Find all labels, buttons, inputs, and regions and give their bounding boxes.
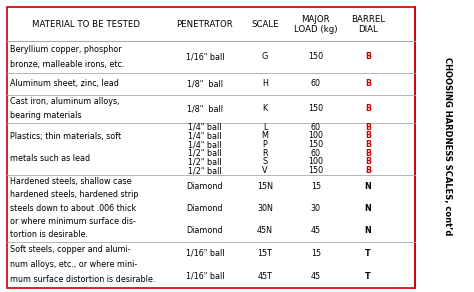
Text: T: T (365, 272, 371, 281)
Text: 150: 150 (308, 166, 323, 175)
Text: H: H (262, 79, 268, 88)
Text: 1/16" ball: 1/16" ball (185, 53, 224, 62)
Text: MATERIAL TO BE TESTED: MATERIAL TO BE TESTED (32, 20, 139, 29)
Text: B: B (365, 157, 371, 166)
Text: hardened steels, hardened strip: hardened steels, hardened strip (10, 190, 138, 199)
Text: P: P (263, 140, 267, 149)
Text: bronze, malleable irons, etc.: bronze, malleable irons, etc. (10, 60, 125, 69)
Text: steels down to about .006 thick: steels down to about .006 thick (10, 204, 136, 213)
Text: 1/2" ball: 1/2" ball (188, 157, 222, 166)
Text: B: B (365, 140, 371, 149)
Text: 1/2" ball: 1/2" ball (188, 149, 222, 158)
Text: bearing materials: bearing materials (10, 112, 82, 120)
Text: PENETRATOR: PENETRATOR (176, 20, 233, 29)
Text: Beryllium copper, phosphor: Beryllium copper, phosphor (10, 45, 121, 54)
Text: Plastics; thin materials, soft: Plastics; thin materials, soft (10, 132, 121, 141)
Text: S: S (263, 157, 267, 166)
Text: 45: 45 (311, 272, 321, 281)
Text: R: R (262, 149, 268, 158)
Text: 1/2" ball: 1/2" ball (188, 166, 222, 175)
Text: 45T: 45T (257, 272, 273, 281)
Text: BARREL
DIAL: BARREL DIAL (351, 15, 385, 34)
Text: 150: 150 (308, 140, 323, 149)
Text: MAJOR
LOAD (kg): MAJOR LOAD (kg) (294, 15, 337, 34)
Text: N: N (365, 204, 371, 213)
Text: 15: 15 (311, 182, 321, 190)
Text: 15: 15 (311, 248, 321, 258)
Text: 1/4" ball: 1/4" ball (188, 123, 221, 132)
Text: 1/8"  ball: 1/8" ball (187, 105, 223, 113)
Text: Aluminum sheet, zinc, lead: Aluminum sheet, zinc, lead (10, 79, 119, 88)
Text: tortion is desirable.: tortion is desirable. (10, 230, 88, 239)
Text: B: B (365, 53, 371, 62)
Text: L: L (263, 123, 267, 132)
Text: N: N (365, 182, 371, 190)
Text: T: T (365, 248, 371, 258)
Text: num alloys, etc., or where mini-: num alloys, etc., or where mini- (10, 260, 137, 269)
Text: Hardened steels, shallow case: Hardened steels, shallow case (10, 177, 132, 186)
Text: N: N (365, 226, 371, 235)
Text: B: B (365, 105, 371, 113)
Text: 60: 60 (311, 149, 321, 158)
Text: B: B (365, 166, 371, 175)
Text: Diamond: Diamond (187, 182, 223, 190)
Text: 1/16" ball: 1/16" ball (185, 272, 224, 281)
Text: Cast iron, aluminum alloys,: Cast iron, aluminum alloys, (10, 97, 119, 106)
Text: 150: 150 (308, 53, 323, 62)
Text: 60: 60 (311, 123, 321, 132)
Text: metals such as lead: metals such as lead (10, 154, 90, 163)
Text: K: K (263, 105, 267, 113)
Text: Diamond: Diamond (187, 204, 223, 213)
Text: 45: 45 (311, 226, 321, 235)
Text: B: B (365, 149, 371, 158)
Text: 100: 100 (309, 157, 323, 166)
Text: M: M (262, 131, 268, 140)
Text: B: B (365, 131, 371, 140)
Text: CHOOSING HARDNESS SCALES, cont’d: CHOOSING HARDNESS SCALES, cont’d (444, 57, 452, 235)
Bar (7, 7, 415, 288)
Text: 1/8"  ball: 1/8" ball (187, 79, 223, 88)
Text: 30: 30 (311, 204, 321, 213)
Text: 150: 150 (308, 105, 323, 113)
Text: 15N: 15N (257, 182, 273, 190)
Text: 1/4" ball: 1/4" ball (188, 140, 221, 149)
Text: V: V (262, 166, 268, 175)
Text: 30N: 30N (257, 204, 273, 213)
Text: B: B (365, 123, 371, 132)
Text: 45N: 45N (257, 226, 273, 235)
Text: Diamond: Diamond (187, 226, 223, 235)
Text: Soft steels, copper and alumi-: Soft steels, copper and alumi- (10, 245, 130, 254)
Text: B: B (365, 79, 371, 88)
Text: 1/4" ball: 1/4" ball (188, 131, 221, 140)
Text: 60: 60 (311, 79, 321, 88)
Text: 1/16" ball: 1/16" ball (185, 248, 224, 258)
Text: SCALE: SCALE (251, 20, 279, 29)
Text: mum surface distortion is desirable.: mum surface distortion is desirable. (10, 275, 155, 284)
Text: or where minimum surface dis-: or where minimum surface dis- (10, 217, 136, 226)
Text: 100: 100 (309, 131, 323, 140)
Text: G: G (262, 53, 268, 62)
Text: 15T: 15T (257, 248, 273, 258)
